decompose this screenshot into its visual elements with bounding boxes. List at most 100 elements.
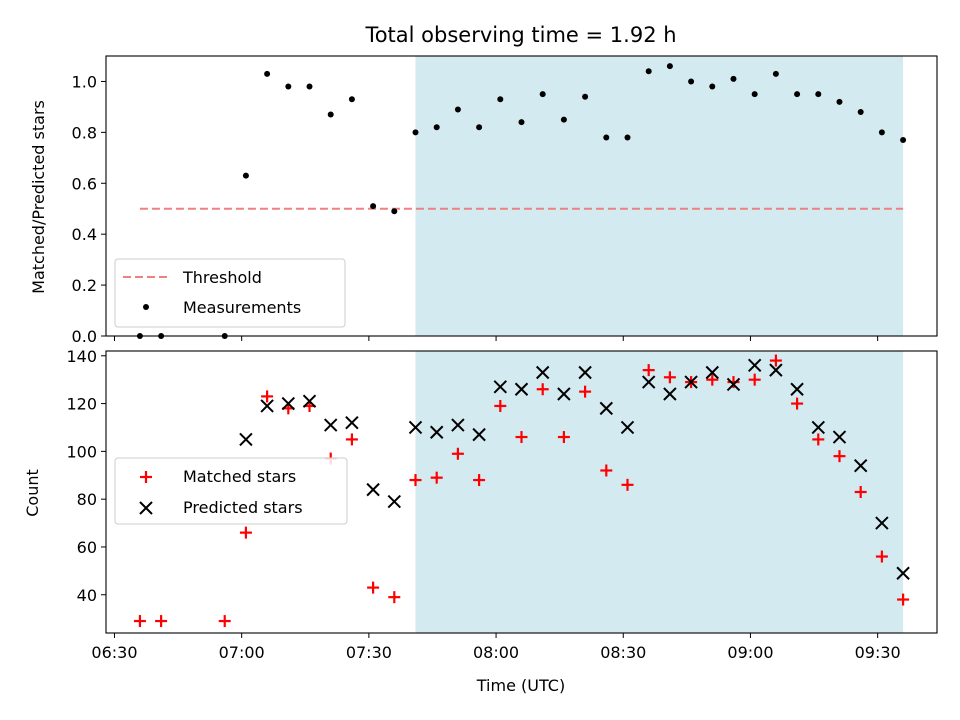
ratio-panel: 0.0 0.2 0.4 0.6 0.8 1.0 Total observing time … — [29, 23, 938, 346]
observing-window-shade — [415, 56, 904, 336]
x-tick-label: 06:30 — [91, 643, 137, 662]
predicted-stars-point — [684, 375, 698, 389]
measurements-point — [327, 111, 334, 118]
legend-predicted-label: Predicted stars — [183, 498, 303, 517]
measurements-point — [433, 124, 440, 131]
matched-stars-point — [854, 486, 867, 498]
matched-stars-point — [218, 615, 231, 628]
measurements-point — [772, 70, 779, 77]
predicted-stars-point — [747, 358, 762, 373]
x-tick-label: 07:30 — [346, 643, 392, 662]
legend-measurements-swatch — [143, 304, 149, 310]
predicted-stars-point — [875, 516, 889, 530]
x-tick-label: 09:30 — [855, 643, 901, 662]
predicted-stars-point — [663, 387, 677, 401]
ratio-legend-box — [114, 258, 346, 328]
measurements-point — [688, 78, 695, 85]
predicted-stars-point — [896, 566, 910, 580]
matched-stars-point — [133, 615, 146, 628]
measurements-point — [560, 116, 567, 123]
y-tick-label: 0.4 — [72, 225, 97, 244]
measurements-point — [603, 134, 610, 141]
matched-stars-point — [409, 474, 422, 487]
legend-predicted-swatch — [139, 501, 153, 515]
predicted-stars-point — [324, 418, 338, 432]
measurements-point — [242, 172, 249, 179]
predicted-stars-point — [429, 425, 444, 439]
legend-matched-label: Matched stars — [183, 467, 296, 486]
predicted-stars-point — [408, 420, 423, 435]
ratio-x-ticks — [113, 336, 879, 341]
matched-stars-point — [557, 431, 570, 444]
measurements-point — [815, 91, 822, 98]
predicted-stars-point — [578, 365, 592, 380]
matched-stars-point — [706, 373, 719, 386]
measurements-point — [306, 83, 313, 90]
matched-stars-point — [388, 591, 401, 604]
measurements-point — [264, 70, 271, 77]
matched-stars-point — [494, 399, 507, 412]
measurements-point — [645, 68, 652, 75]
predicted-stars-point — [535, 365, 550, 380]
y-tick-label: 100 — [66, 442, 97, 461]
predicted-stars-point — [599, 401, 614, 416]
count-y-ticks: 40 60 80 100 120 140 — [66, 347, 106, 605]
measurements-point — [582, 93, 589, 100]
predicted-stars-point — [811, 420, 825, 435]
ratio-axes-frame — [105, 55, 938, 337]
x-axis-label: Time (UTC) — [476, 676, 565, 695]
predicted-stars-point — [260, 399, 274, 413]
count-legend: Matched stars Predicted stars — [114, 457, 348, 525]
predicted-stars-point — [472, 427, 486, 442]
chart-title: Total observing time = 1.92 h — [364, 23, 676, 47]
matched-stars-point — [155, 615, 168, 628]
matched-stars-point — [345, 433, 358, 446]
matched-stars-point — [642, 364, 655, 377]
matched-stars-point — [536, 383, 549, 396]
x-tick-label: 09:00 — [727, 643, 773, 662]
measurements-point — [666, 63, 673, 70]
observing-window-shade-lower — [415, 351, 904, 633]
y-tick-label: 80 — [77, 490, 97, 509]
matched-stars-point — [875, 550, 888, 563]
predicted-stars-point — [387, 494, 402, 509]
y-tick-label: 40 — [77, 586, 97, 605]
matched-stars-point — [239, 526, 252, 539]
measurements-point — [751, 91, 758, 98]
y-tick-label: 60 — [77, 538, 97, 557]
matched-stars-point — [261, 390, 274, 403]
measurements-point — [412, 129, 419, 136]
predicted-stars-point — [726, 377, 741, 392]
matched-stars-point — [621, 478, 634, 491]
predicted-stars-point — [281, 396, 296, 411]
matched-stars-point — [769, 354, 782, 367]
x-tick-label: 08:00 — [473, 643, 519, 662]
matched-stars-point — [812, 433, 825, 446]
measurements-point — [285, 83, 292, 90]
measurements-point — [624, 134, 631, 141]
predicted-stars-point — [345, 415, 359, 430]
matched-stars-point — [727, 376, 740, 389]
count-x-ticks: 06:30 07:00 07:30 08:00 08:30 09:00 09:30 — [91, 633, 901, 662]
matched-stars-point — [473, 474, 486, 487]
measurements-point — [836, 98, 843, 105]
measurements-point — [857, 109, 864, 115]
matched-stars-point — [833, 450, 846, 463]
measurements-point — [391, 208, 398, 215]
matched-stars-point — [600, 464, 613, 477]
ratio-legend: Threshold Measurements — [114, 258, 346, 328]
measurements-point — [348, 96, 355, 103]
matched-stars-point — [451, 447, 464, 460]
count-panel: 40 60 80 100 120 140 06:30 07:00 07:30 08:00 08:3… — [23, 347, 938, 695]
measurements-point — [454, 106, 461, 113]
y-tick-label: 140 — [66, 347, 97, 366]
matched-stars-point — [515, 431, 528, 444]
matched-stars-point — [430, 471, 443, 484]
x-tick-label: 07:00 — [219, 643, 265, 662]
legend-threshold-label: Threshold — [182, 268, 262, 287]
ratio-marks — [136, 63, 907, 339]
measurements-point — [497, 96, 504, 103]
measurements-point — [518, 119, 525, 126]
y-tick-label: 0.6 — [72, 174, 97, 193]
